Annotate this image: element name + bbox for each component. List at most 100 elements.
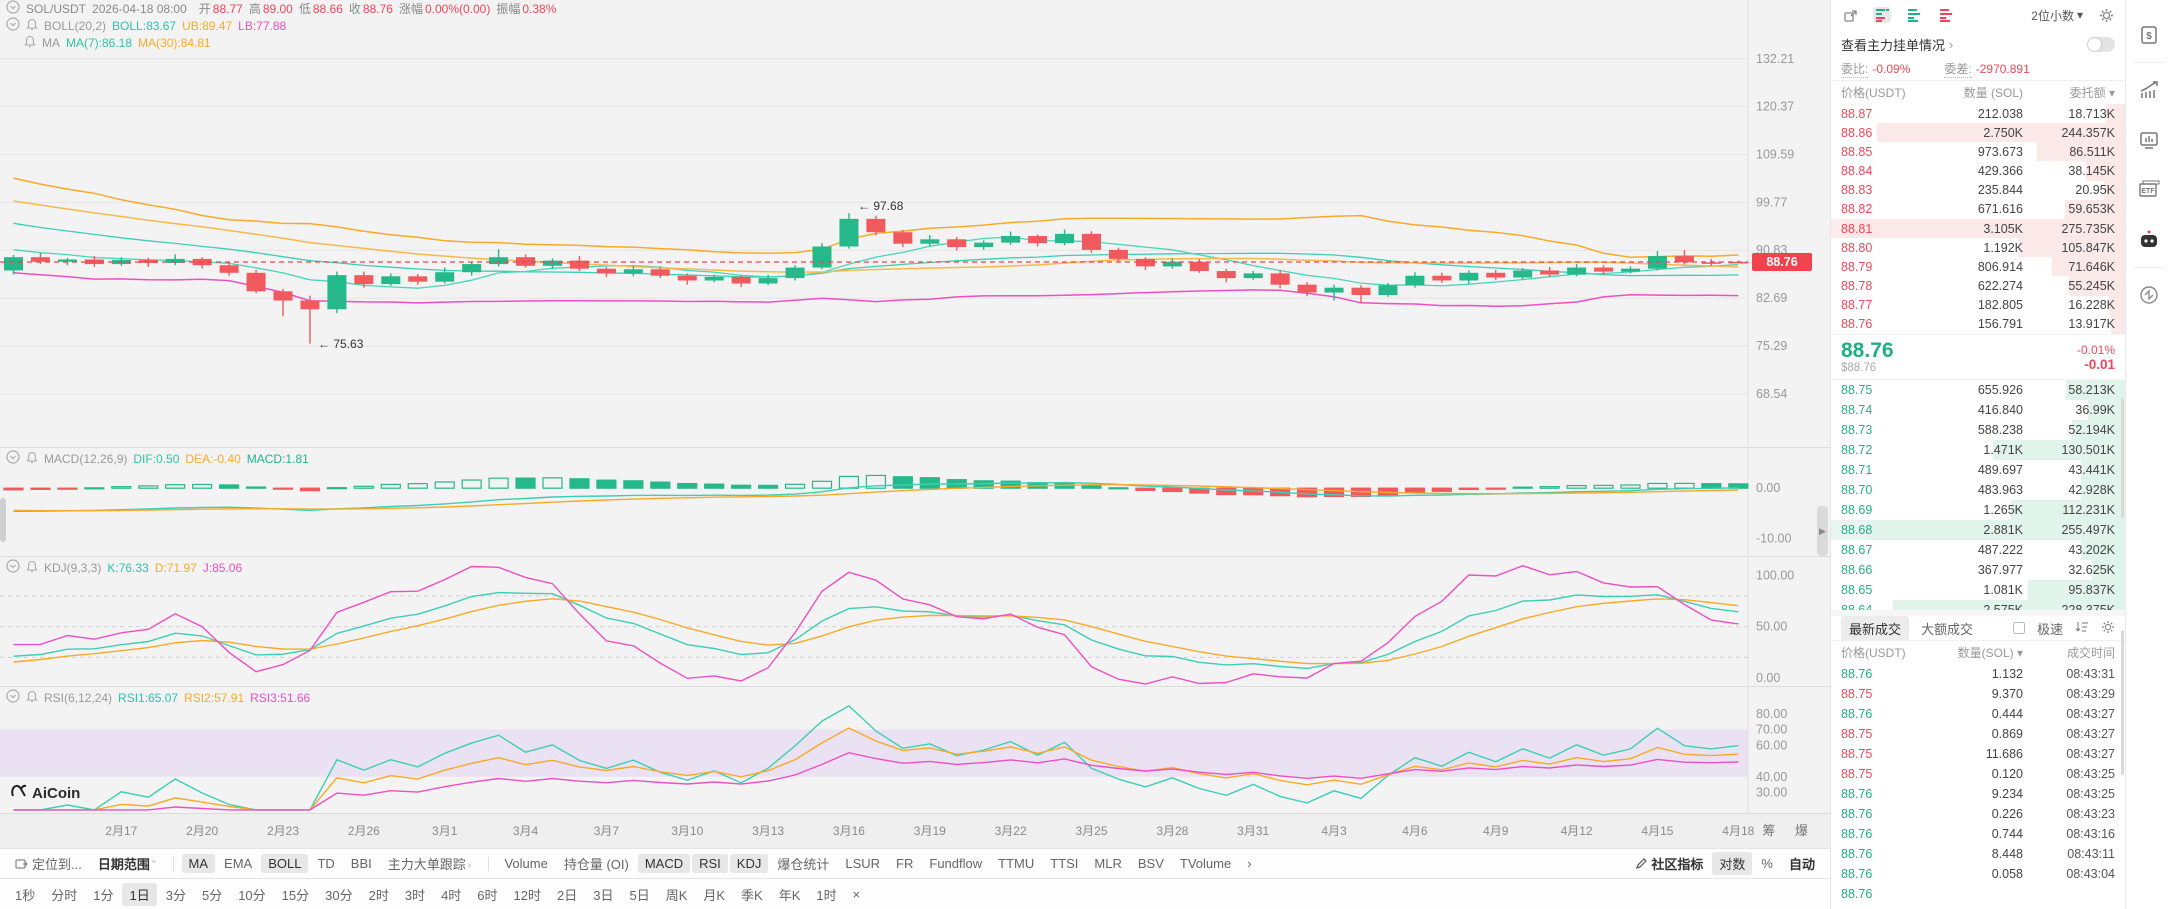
orderbook-row[interactable]: 88.73 588.238 52.194K	[1831, 420, 2125, 440]
indicator-btn-EMA[interactable]: EMA	[217, 854, 259, 873]
indicator-btn-TVolume[interactable]: TVolume	[1173, 854, 1238, 873]
timeframe-btn-2时[interactable]: 2时	[362, 883, 396, 906]
orderbook-row[interactable]: 88.76 156.791 13.917K	[1831, 314, 2125, 334]
orderbook-mode-asks-icon[interactable]	[1937, 7, 1955, 23]
panel-scrollbar[interactable]	[2121, 398, 2124, 518]
trade-row[interactable]: 88.76 1.132 08:43:31	[1831, 664, 2125, 684]
indicator-btn-TD[interactable]: TD	[310, 854, 341, 873]
chevron-circle-icon[interactable]	[6, 559, 20, 576]
trade-row[interactable]: 88.75 9.370 08:43:29	[1831, 684, 2125, 704]
timeframe-btn-3分[interactable]: 3分	[159, 883, 193, 906]
chevron-circle-icon[interactable]	[6, 17, 20, 34]
orderbook-row[interactable]: 88.87 212.038 18.713K	[1831, 104, 2125, 124]
timeframe-btn-2日[interactable]: 2日	[550, 883, 584, 906]
amount-sort[interactable]: 委托额 ▾	[2069, 86, 2115, 100]
orderbook-row[interactable]: 88.66 367.977 32.625K	[1831, 560, 2125, 580]
orderbook-toggle[interactable]	[2087, 36, 2115, 52]
trades-gear-icon[interactable]	[2101, 620, 2115, 637]
indicator-btn-BSV[interactable]: BSV	[1131, 854, 1171, 873]
chevron-circle-icon[interactable]	[6, 689, 20, 706]
candlestick-chart[interactable]: 132.21120.37109.5999.7790.8382.6975.2968…	[0, 0, 1830, 848]
timeframe-btn-周K[interactable]: 周K	[659, 883, 695, 906]
indicator-btn-MLR[interactable]: MLR	[1087, 854, 1128, 873]
indicator-btn-主力大单跟踪[interactable]: 主力大单跟踪 ›	[381, 852, 481, 875]
timeframe-btn-年K[interactable]: 年K	[772, 883, 808, 906]
decimals-select[interactable]: 2位小数 ▾	[2031, 8, 2083, 23]
pop-out-icon[interactable]	[1841, 7, 1859, 23]
indicator-btn-MA[interactable]: MA	[181, 854, 216, 873]
timeframe-btn-1日[interactable]: 1日	[122, 882, 157, 906]
dollar-doc-icon[interactable]: $	[2126, 10, 2171, 60]
orderbook-row[interactable]: 88.83 235.844 20.95K	[1831, 180, 2125, 200]
timeframe-btn-5分[interactable]: 5分	[195, 883, 229, 906]
monitor-chart-icon[interactable]	[2126, 115, 2171, 165]
indicator-btn-FR[interactable]: FR	[889, 854, 920, 873]
orderbook-row[interactable]: 88.82 671.616 59.653K	[1831, 199, 2125, 219]
trade-row[interactable]: 88.76 0.744 08:43:16	[1831, 824, 2125, 844]
orderbook-row[interactable]: 88.75 655.926 58.213K	[1831, 380, 2125, 400]
trade-row[interactable]: 88.76 0.226 08:43:23	[1831, 804, 2125, 824]
orderbook-row[interactable]: 88.77 182.805 16.228K	[1831, 295, 2125, 315]
indicator-btn-对数[interactable]: 对数	[1712, 852, 1753, 875]
timeframe-btn-3日[interactable]: 3日	[586, 883, 620, 906]
chart-area[interactable]: 132.21 120.37 109.59 99.77 90.83 82.69 75.29 68…	[0, 0, 1830, 848]
indicator-btn-MACD[interactable]: MACD	[637, 854, 691, 873]
main-orders-link[interactable]: 查看主力挂单情况 ›	[1831, 30, 2125, 58]
orderbook-row[interactable]: 88.68 2.881K 255.497K	[1831, 520, 2125, 540]
timeframe-btn-4时[interactable]: 4时	[434, 883, 468, 906]
panel-scrollbar-2[interactable]	[2121, 630, 2124, 775]
timeframe-btn-1秒[interactable]: 1秒	[8, 883, 42, 906]
alert-bell-icon[interactable]	[26, 690, 38, 706]
orderbook-row[interactable]: 88.80 1.192K 105.847K	[1831, 238, 2125, 258]
orderbook-row[interactable]: 88.85 973.673 86.511K	[1831, 142, 2125, 162]
qty-sort[interactable]: 数量(SOL) ▾	[1957, 646, 2023, 660]
orderbook-row[interactable]: 88.70 483.963 42.928K	[1831, 480, 2125, 500]
axis-toggle-buttons[interactable]: 筹 爆	[1762, 823, 1816, 838]
symbol-label[interactable]: SOL/USDT	[26, 1, 87, 16]
indicator-btn-BOLL[interactable]: BOLL	[261, 854, 309, 873]
trade-row[interactable]: 88.76	[1831, 884, 2125, 904]
timeframe-btn-分时[interactable]: 分时	[44, 883, 84, 906]
indicator-btn-BBI[interactable]: BBI	[344, 854, 379, 873]
timeframe-btn-15分[interactable]: 15分	[275, 883, 316, 906]
indicator-btn-日期范围[interactable]: 日期范围 ˇ	[91, 852, 165, 875]
timeframe-btn-6时[interactable]: 6时	[470, 883, 504, 906]
timeframe-btn-10分[interactable]: 10分	[231, 883, 272, 906]
tab-large-trades[interactable]: 大额成交	[1921, 621, 1974, 637]
trend-icon[interactable]	[2126, 65, 2171, 115]
alert-bell-icon[interactable]	[24, 35, 36, 51]
timeframe-btn-×[interactable]: ×	[846, 885, 868, 904]
trade-row[interactable]: 88.75 0.869 08:43:27	[1831, 724, 2125, 744]
chevron-circle-icon[interactable]	[6, 450, 20, 467]
orderbook-row[interactable]: 88.74 416.840 36.99K	[1831, 400, 2125, 420]
indicator-btn-Volume[interactable]: Volume	[497, 854, 554, 873]
indicator-btn-持仓量 (OI)[interactable]: 持仓量 (OI)	[557, 852, 636, 875]
orderbook-row[interactable]: 88.79 806.914 71.646K	[1831, 257, 2125, 277]
orderbook-row[interactable]: 88.69 1.265K 112.231K	[1831, 500, 2125, 520]
indicator-btn-›[interactable]: ›	[1240, 854, 1258, 873]
trade-row[interactable]: 88.76 9.234 08:43:25	[1831, 784, 2125, 804]
etf-icon[interactable]: ETF	[2126, 165, 2171, 215]
timeframe-btn-12时[interactable]: 12时	[507, 883, 548, 906]
tab-latest-trades[interactable]: 最新成交	[1841, 615, 1910, 641]
orderbook-row[interactable]: 88.67 487.222 43.202K	[1831, 540, 2125, 560]
timeframe-btn-5日[interactable]: 5日	[622, 883, 656, 906]
orderbook-row[interactable]: 88.64 2.575K 228.375K	[1831, 600, 2125, 610]
trade-row[interactable]: 88.76 0.058 08:43:04	[1831, 864, 2125, 884]
orderbook-row[interactable]: 88.86 2.750K 244.357K	[1831, 123, 2125, 143]
timeframe-btn-季K[interactable]: 季K	[734, 883, 770, 906]
indicator-btn-LSUR[interactable]: LSUR	[838, 854, 887, 873]
orderbook-row[interactable]: 88.81 3.105K 275.735K	[1831, 218, 2125, 239]
alert-bell-icon[interactable]	[26, 451, 38, 467]
trade-row[interactable]: 88.75 11.686 08:43:27	[1831, 744, 2125, 764]
trade-row[interactable]: 88.75 0.120 08:43:25	[1831, 764, 2125, 784]
indicator-btn-自动[interactable]: 自动	[1782, 852, 1822, 875]
indicator-btn-爆仓统计[interactable]: 爆仓统计	[770, 852, 836, 875]
orderbook-mode-both-icon[interactable]	[1873, 7, 1891, 23]
alert-bell-icon[interactable]	[26, 18, 38, 34]
sort-icon[interactable]	[2075, 620, 2089, 636]
indicator-btn-RSI[interactable]: RSI	[692, 854, 728, 873]
timeframe-btn-3时[interactable]: 3时	[398, 883, 432, 906]
sync-icon[interactable]	[2126, 270, 2171, 320]
orderbook-row[interactable]: 88.72 1.471K 130.501K	[1831, 440, 2125, 460]
